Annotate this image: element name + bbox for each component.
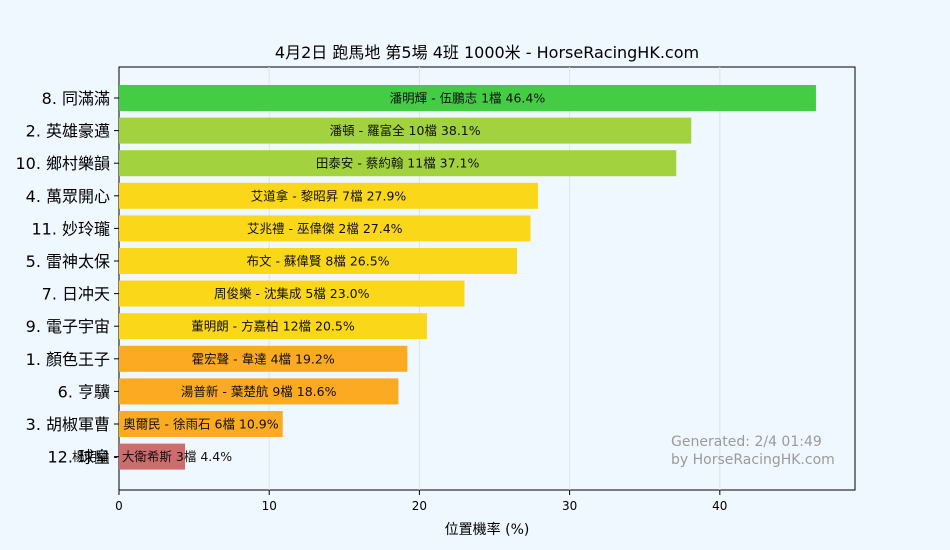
bar [119, 215, 531, 242]
chart-title: 4月2日 跑馬地 第5場 4班 1000米 - HorseRacingHK.co… [275, 43, 699, 62]
y-tick-label: 12. 球皇 [47, 448, 110, 467]
y-tick-label: 5. 雷神太保 [26, 252, 110, 271]
bar-label: 周俊樂 - 沈集成 5檔 23.0% [214, 286, 370, 301]
bar [119, 280, 465, 307]
x-axis-ticks: 0 10 20 30 40 [115, 490, 727, 513]
bar-label: 田泰安 - 蔡約翰 11檔 37.1% [316, 156, 480, 171]
y-tick-label: 3. 胡椒軍曹 [26, 415, 110, 434]
bar-label: 潘明輝 - 伍鵬志 1檔 46.4% [390, 91, 546, 106]
bar-label: 艾道拿 - 黎昭昇 7檔 27.9% [251, 188, 407, 203]
bar-labels: 潘明輝 - 伍鵬志 1檔 46.4% 潘頓 - 羅富全 10檔 38.1% 田泰安 … [72, 91, 545, 465]
bar-label: 艾兆禮 - 巫偉傑 2檔 27.4% [247, 221, 403, 236]
y-tick-label: 4. 萬眾開心 [26, 187, 110, 206]
bar-label: 董明朗 - 方嘉柏 12檔 20.5% [191, 319, 355, 334]
bar [119, 313, 427, 340]
bars [119, 85, 816, 470]
bar-label: 潘頓 - 羅富全 10檔 38.1% [330, 123, 481, 138]
bar [119, 117, 692, 144]
bar-label: 湯普新 - 葉楚航 9檔 18.6% [181, 384, 337, 399]
y-tick-label: 1. 顏色王子 [26, 350, 110, 369]
bar [119, 411, 283, 437]
bar [119, 150, 677, 177]
y-tick-label: 8. 同滿滿 [42, 89, 110, 108]
y-tick-label: 9. 電子宇宙 [26, 317, 110, 336]
y-axis-labels: 8. 同滿滿 2. 英雄豪邁 10. 鄉村樂韻 4. 萬眾開心 11. 妙玲瓏 5. 雷神… [15, 89, 119, 467]
y-tick-label: 2. 英雄豪邁 [26, 122, 110, 141]
bar [119, 345, 408, 372]
x-tick-label: 40 [712, 499, 727, 513]
x-tick-label: 0 [115, 499, 123, 513]
y-tick-label: 7. 日冲天 [42, 285, 110, 304]
watermark-site: by HorseRacingHK.com [671, 452, 835, 468]
bar [119, 248, 518, 274]
bar [119, 443, 186, 470]
bar [119, 378, 399, 405]
bar-label: 布文 - 蘇偉賢 8檔 26.5% [246, 254, 389, 269]
x-tick-label: 20 [412, 499, 427, 513]
y-tick-label: 11. 妙玲瓏 [31, 219, 110, 238]
x-tick-label: 30 [562, 499, 577, 513]
y-tick-label: 6. 亨驥 [58, 382, 110, 401]
bar-label: 楊明綸 - 大衛希斯 3檔 4.4% [72, 449, 232, 464]
bar [119, 85, 816, 111]
bar [119, 182, 539, 209]
bar-label: 霍宏聲 - 韋達 4檔 19.2% [192, 351, 335, 366]
x-axis-label: 位置機率 (%) [445, 521, 530, 538]
x-tick-label: 10 [262, 499, 277, 513]
y-tick-label: 10. 鄉村樂韻 [15, 154, 110, 173]
bar-label: 奧爾民 - 徐雨石 6檔 10.9% [123, 417, 279, 432]
watermark-generated: Generated: 2/4 01:49 [671, 434, 822, 450]
